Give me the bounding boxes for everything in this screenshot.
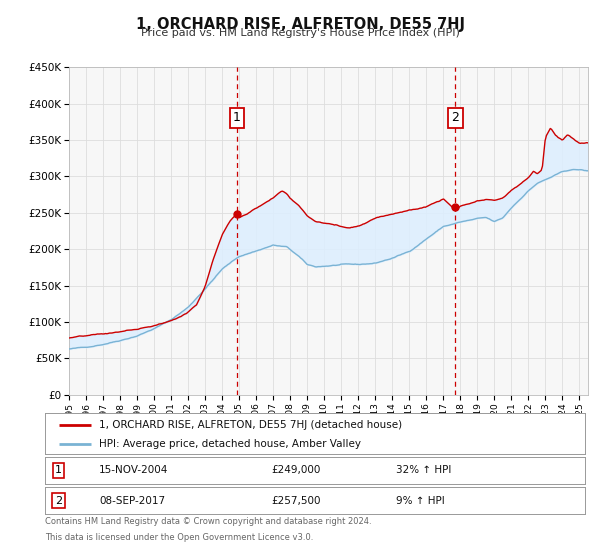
Text: 32% ↑ HPI: 32% ↑ HPI xyxy=(396,465,451,475)
Text: 1: 1 xyxy=(55,465,62,475)
Text: £249,000: £249,000 xyxy=(272,465,321,475)
Text: HPI: Average price, detached house, Amber Valley: HPI: Average price, detached house, Ambe… xyxy=(99,438,361,449)
Text: 1, ORCHARD RISE, ALFRETON, DE55 7HJ (detached house): 1, ORCHARD RISE, ALFRETON, DE55 7HJ (det… xyxy=(99,419,402,430)
Text: 1, ORCHARD RISE, ALFRETON, DE55 7HJ: 1, ORCHARD RISE, ALFRETON, DE55 7HJ xyxy=(136,17,464,32)
Text: Price paid vs. HM Land Registry's House Price Index (HPI): Price paid vs. HM Land Registry's House … xyxy=(140,28,460,38)
Text: This data is licensed under the Open Government Licence v3.0.: This data is licensed under the Open Gov… xyxy=(45,533,313,542)
Text: 9% ↑ HPI: 9% ↑ HPI xyxy=(396,496,445,506)
Text: 1: 1 xyxy=(233,111,241,124)
Text: Contains HM Land Registry data © Crown copyright and database right 2024.: Contains HM Land Registry data © Crown c… xyxy=(45,517,371,526)
Text: 2: 2 xyxy=(451,111,459,124)
Text: £257,500: £257,500 xyxy=(272,496,322,506)
Text: 2: 2 xyxy=(55,496,62,506)
Text: 15-NOV-2004: 15-NOV-2004 xyxy=(99,465,169,475)
Text: 08-SEP-2017: 08-SEP-2017 xyxy=(99,496,165,506)
